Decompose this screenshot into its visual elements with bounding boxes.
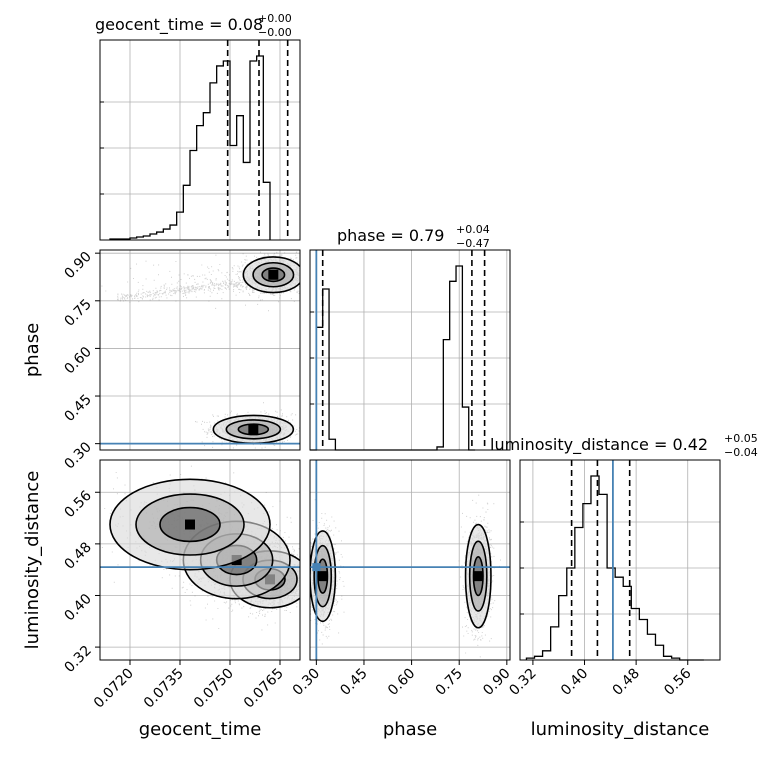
title-phase-plus: +0.04 [456,223,490,236]
density-peak [268,269,279,280]
ytick-label-phase: 0.45 [61,392,94,425]
xtick-label-phase: 0.90 [480,666,513,699]
density-peak [248,424,259,435]
xtick-label-phase: 0.60 [385,666,418,699]
xlabel-geocent-time: geocent_time [139,719,262,740]
hist-frame-luminosity_distance [519,459,721,661]
xlabel-luminosity-distance: luminosity_distance [531,719,710,740]
ytick-label-phase: 0.75 [61,296,94,329]
title-phase: phase = 0.79 [337,226,444,245]
ylabel-phase: phase [22,323,43,377]
title-geocent-time: geocent_time = 0.08 [95,15,263,35]
ytick-label-luminosity_distance: 0.48 [61,539,94,572]
scatter-panel-geocent_time-phase [99,249,301,451]
xtick-label-luminosity_distance: 0.40 [558,666,591,699]
xlabel-phase: phase [383,719,437,740]
xtick-label-geocent_time: 0.0750 [191,666,237,712]
density-peak [185,519,195,530]
density-peak [317,571,328,582]
ytick-label-luminosity_distance: 0.32 [61,643,94,676]
ytick-label-luminosity_distance: 0.56 [61,488,94,521]
truth-marker [312,563,321,572]
scatter-panel-geocent_time-luminosity_distance [99,459,301,661]
title-geocent-time-minus: −0.00 [258,26,292,39]
hist-step-luminosity_distance [525,475,704,661]
hist-frame-phase [309,249,511,451]
ytick-label-luminosity_distance: 0.40 [61,591,94,624]
hist-panel-phase [309,249,511,451]
xtick-label-luminosity_distance: 0.56 [661,665,694,698]
title-geocent-time-plus: +0.00 [258,12,292,25]
xtick-label-geocent_time: 0.0765 [241,666,287,712]
ytick-label-phase: 0.30 [61,439,94,472]
scatter-points [310,494,501,658]
title-luminosity-distance-plus: +0.05 [724,432,758,445]
ylabel-luminosity-distance: luminosity_distance [22,471,43,650]
scatter-frame [99,459,301,661]
scatter-panel-phase-luminosity_distance [309,459,511,661]
title-phase-minus: −0.47 [456,237,490,250]
scatter-points [100,465,300,631]
title-luminosity-distance: luminosity_distance = 0.42 [490,435,708,455]
density-peak [473,571,484,582]
corner-panels: 0.0720 0.0735 0.0750 0.0765 0.30 0.45 0.60 0.75… [61,39,721,712]
corner-labels: geocent_time = 0.08 +0.00 −0.00 phase = … [22,12,758,740]
ytick-label-phase: 0.90 [61,249,94,282]
xtick-label-luminosity_distance: 0.48 [610,666,643,699]
title-luminosity-distance-minus: −0.04 [724,446,758,459]
scatter-frame [99,249,301,451]
xtick-label-phase: 0.45 [337,666,370,699]
ytick-label-phase: 0.60 [61,344,94,377]
hist-panel-luminosity_distance [519,459,721,661]
xtick-label-geocent_time: 0.0735 [141,666,187,712]
scatter-frame [309,459,511,661]
hist-frame-geocent_time [99,39,301,241]
hist-panel-geocent_time [99,39,301,241]
xtick-label-phase: 0.75 [433,666,466,699]
hist-step-geocent_time [109,55,271,240]
xtick-label-luminosity_distance: 0.32 [506,666,539,699]
xtick-label-phase: 0.30 [290,666,323,699]
xtick-label-geocent_time: 0.0720 [91,666,137,712]
scatter-points [101,250,300,450]
